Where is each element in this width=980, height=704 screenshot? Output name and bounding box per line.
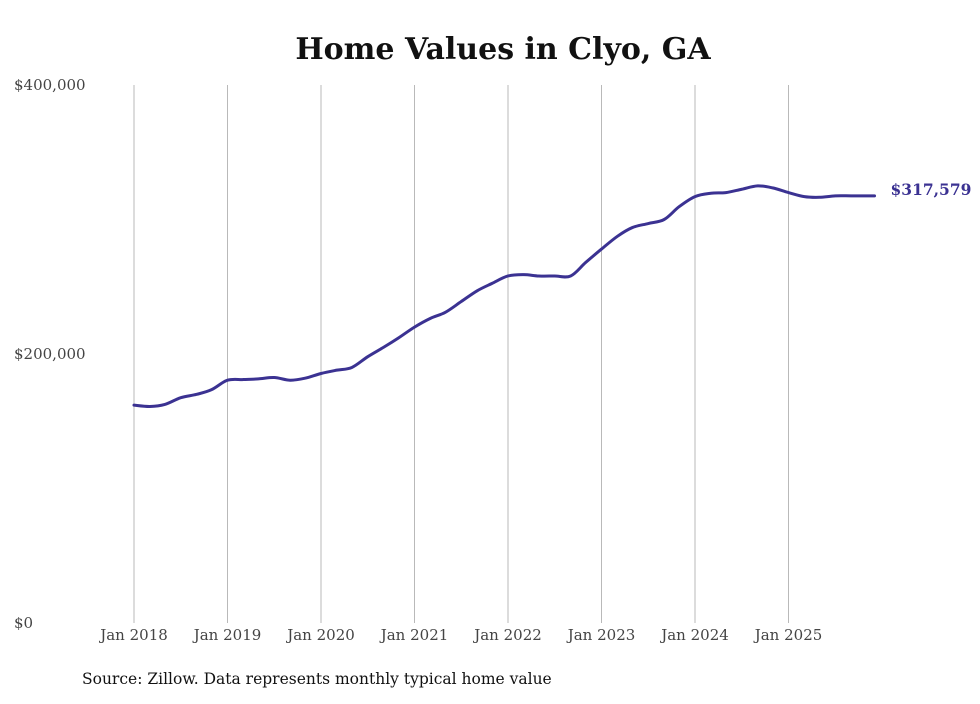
y-axis-ticks: $0 $200,000 $400,000: [14, 76, 86, 632]
series-end-label: $317,579: [891, 180, 972, 199]
gridlines: [133, 85, 789, 623]
y-tick-label: $200,000: [14, 345, 86, 363]
x-tick-label: Jan 2019: [192, 626, 262, 644]
y-tick-label: $400,000: [14, 76, 86, 94]
x-tick-label: Jan 2018: [98, 626, 168, 644]
series-line-0: [132, 184, 877, 408]
series-layer: $317,579: [132, 180, 972, 408]
x-tick-label: Jan 2023: [566, 626, 636, 644]
x-tick-label: Jan 2025: [753, 626, 823, 644]
x-axis-ticks: Jan 2018 Jan 2019 Jan 2020 Jan 2021 Jan 2022…: [98, 626, 822, 644]
chart-title: Home Values in Clyo, GA: [295, 32, 711, 67]
x-tick-label: Jan 2022: [472, 626, 542, 644]
x-tick-label: Jan 2021: [379, 626, 449, 644]
y-tick-label: $0: [14, 614, 33, 632]
source-note: Source: Zillow. Data represents monthly …: [82, 670, 552, 688]
x-tick-label: Jan 2020: [285, 626, 355, 644]
x-tick-label: Jan 2024: [659, 626, 729, 644]
